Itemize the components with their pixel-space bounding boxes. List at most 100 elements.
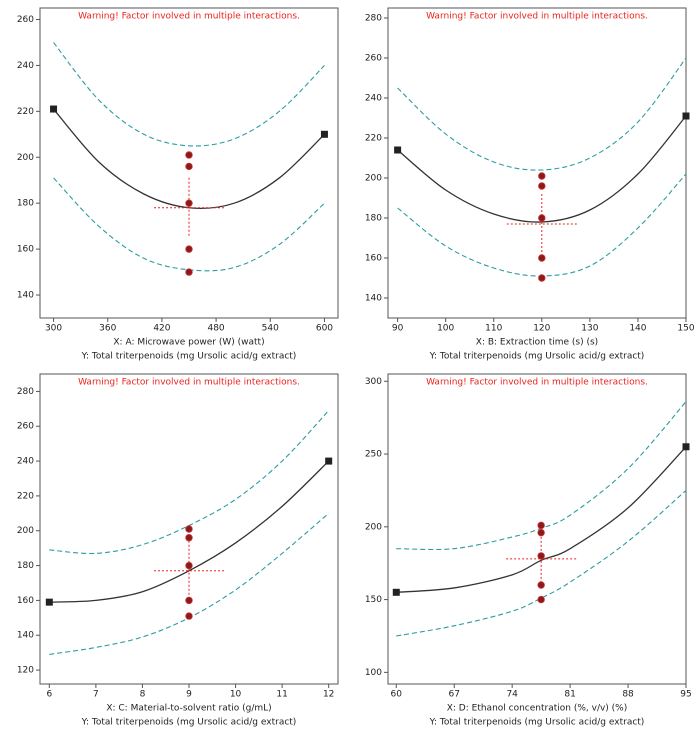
end-marker (46, 599, 53, 606)
y-tick-label: 220 (17, 491, 34, 501)
design-point (538, 522, 545, 529)
x-tick-label: 81 (564, 690, 575, 700)
warning: Warning! Factor involved in multiple int… (78, 378, 300, 388)
y-tick-label: 240 (365, 94, 382, 104)
x-tick-label: 10 (230, 690, 242, 700)
design-point (186, 163, 193, 170)
end-marker (683, 113, 690, 120)
design-point (186, 534, 193, 541)
y-tick-label: 180 (17, 561, 34, 571)
y-axis-label: Y: Total triterpenoids (mg Ursolic acid/… (81, 352, 297, 362)
plot-frame (388, 8, 686, 318)
design-point (538, 596, 545, 603)
y-tick-label: 280 (17, 387, 34, 397)
y-tick-label: 260 (365, 54, 382, 64)
end-marker (393, 589, 400, 596)
design-point (538, 553, 545, 560)
y-axis-label: Y: Total triterpenoids (mg Ursolic acid/… (81, 718, 297, 728)
warning: Warning! Factor involved in multiple int… (426, 12, 648, 22)
design-point (186, 526, 193, 533)
ci-line (398, 58, 686, 170)
y-tick-label: 300 (365, 377, 382, 387)
design-point (186, 613, 193, 620)
y-tick-label: 200 (365, 522, 382, 532)
end-marker (683, 443, 690, 450)
end-marker (394, 147, 401, 154)
x-tick-label: 88 (622, 690, 634, 700)
x-tick-label: 100 (437, 324, 454, 334)
x-tick-label: 110 (485, 324, 502, 334)
design-point (539, 215, 546, 222)
x-tick-label: 480 (207, 324, 224, 334)
end-marker (321, 131, 328, 138)
x-tick-label: 8 (140, 690, 146, 700)
x-axis-label: X: D: Ethanol concentration (%, v/v) (%) (447, 704, 628, 714)
y-tick-label: 160 (17, 596, 34, 606)
x-tick-label: 7 (93, 690, 99, 700)
x-tick-label: 12 (323, 690, 334, 700)
design-point (186, 200, 193, 207)
x-tick-label: 360 (99, 324, 116, 334)
x-tick-label: 150 (677, 324, 694, 334)
y-axis-label: Y: Total triterpenoids (mg Ursolic acid/… (429, 352, 645, 362)
y-tick-label: 280 (365, 14, 382, 24)
design-point (186, 562, 193, 569)
x-tick-label: 540 (262, 324, 279, 334)
y-tick-label: 200 (365, 174, 382, 184)
design-point (538, 529, 545, 536)
y-axis-label: Y: Total triterpenoids (mg Ursolic acid/… (429, 718, 645, 728)
y-tick-label: 160 (365, 254, 382, 264)
fit-line (54, 109, 325, 208)
x-tick-label: 420 (153, 324, 170, 334)
x-tick-label: 60 (391, 690, 403, 700)
warning: Warning! Factor involved in multiple int… (78, 12, 300, 22)
design-point (538, 582, 545, 589)
x-tick-label: 140 (629, 324, 646, 334)
x-axis-label: X: C: Material-to-solvent ratio (g/mL) (106, 704, 271, 714)
y-tick-label: 200 (17, 153, 34, 163)
design-point (186, 246, 193, 253)
x-tick-label: 67 (448, 690, 459, 700)
y-tick-label: 200 (17, 526, 34, 536)
y-tick-label: 140 (365, 294, 382, 304)
warning: Warning! Factor involved in multiple int… (426, 378, 648, 388)
design-point (539, 275, 546, 282)
design-point (186, 269, 193, 276)
design-point (186, 152, 193, 159)
y-tick-label: 180 (17, 199, 34, 209)
x-tick-label: 6 (46, 690, 52, 700)
x-tick-label: 120 (533, 324, 550, 334)
y-tick-label: 240 (17, 61, 34, 71)
ci-line (396, 490, 686, 636)
y-tick-label: 120 (17, 666, 34, 676)
x-tick-label: 9 (186, 690, 192, 700)
x-tick-label: 600 (316, 324, 333, 334)
x-tick-label: 95 (680, 690, 691, 700)
y-tick-label: 250 (365, 450, 382, 460)
x-tick-label: 130 (581, 324, 598, 334)
design-point (186, 597, 193, 604)
x-axis-label: X: B: Extraction time (s) (s) (476, 338, 598, 348)
y-tick-label: 220 (17, 107, 34, 117)
y-tick-label: 240 (17, 457, 34, 467)
design-point (539, 183, 546, 190)
x-tick-label: 74 (506, 690, 518, 700)
x-tick-label: 11 (276, 690, 287, 700)
y-tick-label: 260 (17, 15, 34, 25)
figure: 140 160 180 200 220 240 260 300 360 420 480 540 600 W… (0, 0, 696, 732)
y-tick-label: 160 (17, 245, 34, 255)
y-tick-label: 180 (365, 214, 382, 224)
x-axis-label: X: A: Microwave power (W) (watt) (113, 338, 264, 348)
y-tick-label: 220 (365, 134, 382, 144)
design-point (539, 255, 546, 262)
ci-line (54, 178, 325, 271)
y-tick-label: 100 (365, 668, 382, 678)
y-tick-label: 260 (17, 422, 34, 432)
end-marker (325, 458, 332, 465)
design-point (539, 173, 546, 180)
y-tick-label: 150 (365, 595, 382, 605)
ci-line (54, 42, 325, 145)
end-marker (50, 106, 57, 113)
plot-frame (388, 374, 686, 684)
x-tick-label: 90 (392, 324, 404, 334)
